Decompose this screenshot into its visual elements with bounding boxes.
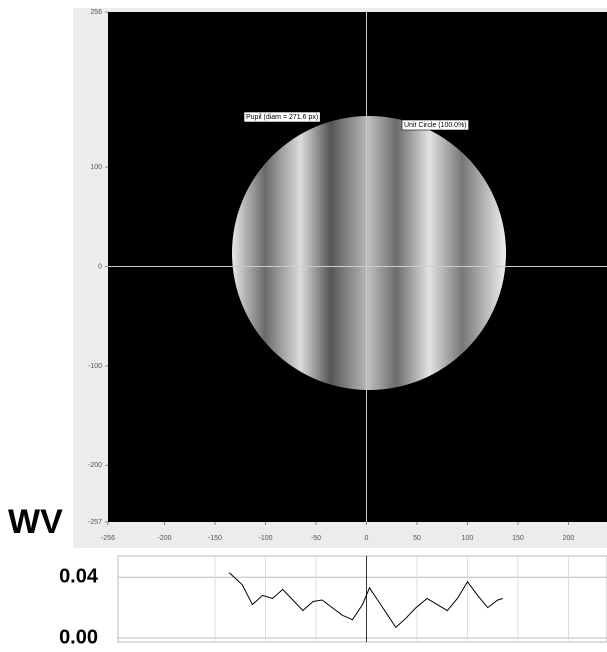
x-tick-label: -200 [158,535,172,542]
y-tick-label: 0 [98,263,102,270]
x-tick-label: 150 [512,535,524,542]
y-tick-label: -257 [88,519,102,526]
x-tick-label: -150 [208,535,222,542]
x-tick-label: 50 [413,535,421,542]
profile-plot [118,556,607,642]
y-tick-label: -200 [88,462,102,469]
screenshot: WV 256 100 0 -100 -200 -257 -256 -200 -150 -100 -5… [0,0,607,652]
x-tick-label: 100 [462,535,474,542]
x-tick-label: 0 [365,535,369,542]
pupil-image [232,116,506,390]
page: WV 256 100 0 -100 -200 -257 -256 -200 -150 -100 -5… [0,0,607,652]
y-tick-label: -100 [88,363,102,370]
profile-y-label: WV [8,503,63,541]
x-tick-label: -100 [259,535,273,542]
annotation: Unit Circle (100.0%) [404,122,467,129]
x-tick-label: 200 [563,535,575,542]
y-tick-label: 0.04 [59,565,99,587]
x-tick-label: -50 [311,535,321,542]
x-tick-label: -256 [101,535,115,542]
annotation: Pupil (diam = 271.6 px) [246,114,318,121]
y-tick-label: 256 [90,9,102,16]
y-tick-label: 100 [90,164,102,171]
y-tick-label: 0.00 [59,626,98,648]
